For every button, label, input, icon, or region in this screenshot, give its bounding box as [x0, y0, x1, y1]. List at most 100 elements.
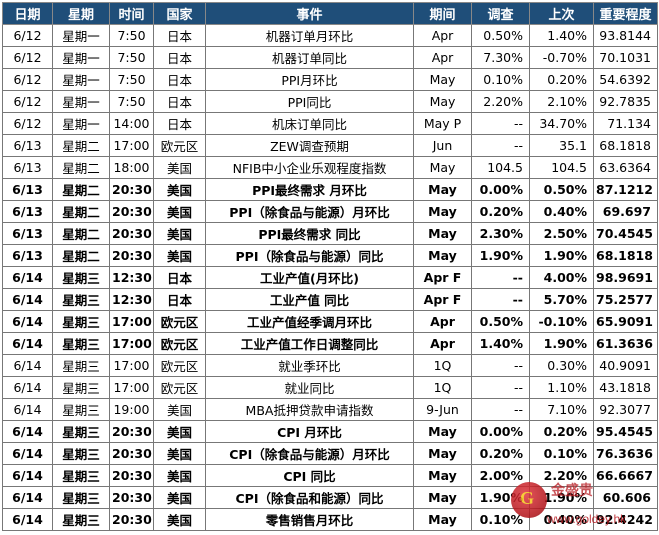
cell-date: 6/13	[2, 200, 53, 223]
cell-date: 6/14	[2, 376, 53, 399]
cell-weekday: 星期三	[52, 332, 110, 355]
cell-time: 20:30	[109, 464, 154, 487]
table-row: 6/14 星期三 12:30 日本 工业产值 同比 Apr F -- 5.70% 75.2577	[2, 288, 658, 311]
cell-period: 1Q	[413, 376, 472, 399]
header-importance: 重要程度	[593, 2, 658, 25]
cell-date: 6/14	[2, 508, 53, 531]
cell-prior: 0.10%	[529, 442, 594, 465]
cell-weekday: 星期二	[52, 222, 110, 245]
cell-survey: --	[471, 134, 530, 157]
table-row: 6/14 星期三 20:30 美国 零售销售月环比 May 0.10% 0.40% 92.424…	[2, 508, 658, 531]
cell-period: May	[413, 200, 472, 223]
cell-importance: 75.2577	[593, 288, 658, 311]
cell-period: May	[413, 178, 472, 201]
header-country: 国家	[153, 2, 206, 25]
cell-country: 美国	[153, 156, 206, 179]
cell-importance: 40.9091	[593, 354, 658, 377]
table-row: 6/12 星期一 7:50 日本 PPI月环比 May 0.10% 0.20% 54.6392	[2, 68, 658, 91]
cell-survey: 0.10%	[471, 68, 530, 91]
cell-importance: 68.1818	[593, 244, 658, 267]
cell-time: 12:30	[109, 266, 154, 289]
cell-period: May	[413, 442, 472, 465]
table-row: 6/14 星期三 20:30 美国 CPI（除食品与能源）月环比 May 0.20% 0.10…	[2, 442, 658, 465]
cell-survey: 1.90%	[471, 486, 530, 509]
cell-time: 7:50	[109, 68, 154, 91]
cell-period: May	[413, 68, 472, 91]
cell-importance: 93.8144	[593, 24, 658, 47]
cell-country: 日本	[153, 112, 206, 135]
cell-date: 6/14	[2, 442, 53, 465]
cell-event: CPI 同比	[205, 464, 414, 487]
cell-weekday: 星期二	[52, 244, 110, 267]
cell-date: 6/14	[2, 310, 53, 333]
cell-event: PPI（除食品与能源）同比	[205, 244, 414, 267]
cell-prior: 35.1	[529, 134, 594, 157]
cell-period: May	[413, 420, 472, 443]
cell-prior: 0.20%	[529, 68, 594, 91]
cell-country: 欧元区	[153, 310, 206, 333]
cell-period: May	[413, 508, 472, 531]
table-row: 6/13 星期二 17:00 欧元区 ZEW调查预期 Jun -- 35.1 68.1818	[2, 134, 658, 157]
cell-prior: -0.70%	[529, 46, 594, 69]
cell-time: 20:30	[109, 244, 154, 267]
table-row: 6/14 星期三 17:00 欧元区 工业产值工作日调整同比 Apr 1.40% 1.90% 6…	[2, 332, 658, 355]
cell-weekday: 星期一	[52, 68, 110, 91]
cell-survey: 0.50%	[471, 310, 530, 333]
cell-event: 机床订单同比	[205, 112, 414, 135]
cell-time: 7:50	[109, 46, 154, 69]
cell-period: Apr	[413, 310, 472, 333]
cell-time: 20:30	[109, 200, 154, 223]
cell-prior: 7.10%	[529, 398, 594, 421]
cell-survey: --	[471, 376, 530, 399]
cell-time: 20:30	[109, 442, 154, 465]
table-row: 6/12 星期一 7:50 日本 PPI同比 May 2.20% 2.10% 92.7835	[2, 90, 658, 113]
cell-period: May	[413, 244, 472, 267]
cell-importance: 71.134	[593, 112, 658, 135]
cell-time: 17:00	[109, 332, 154, 355]
cell-importance: 69.697	[593, 200, 658, 223]
cell-event: 机器订单同比	[205, 46, 414, 69]
cell-date: 6/14	[2, 266, 53, 289]
cell-event: 就业同比	[205, 376, 414, 399]
cell-period: Apr F	[413, 288, 472, 311]
cell-country: 美国	[153, 222, 206, 245]
cell-time: 18:00	[109, 156, 154, 179]
cell-country: 美国	[153, 398, 206, 421]
table-row: 6/14 星期三 19:00 美国 MBA抵押贷款申请指数 9-Jun -- 7.10% 92.…	[2, 398, 658, 421]
cell-importance: 76.3636	[593, 442, 658, 465]
cell-survey: 2.00%	[471, 464, 530, 487]
cell-event: 工业产值工作日调整同比	[205, 332, 414, 355]
cell-date: 6/14	[2, 420, 53, 443]
table-row: 6/12 星期一 14:00 日本 机床订单同比 May P -- 34.70% 71.134	[2, 112, 658, 135]
cell-time: 19:00	[109, 398, 154, 421]
cell-time: 20:30	[109, 508, 154, 531]
cell-country: 欧元区	[153, 376, 206, 399]
cell-importance: 87.1212	[593, 178, 658, 201]
cell-period: May	[413, 464, 472, 487]
cell-importance: 65.9091	[593, 310, 658, 333]
cell-prior: 1.40%	[529, 24, 594, 47]
cell-time: 17:00	[109, 354, 154, 377]
cell-weekday: 星期三	[52, 464, 110, 487]
cell-time: 20:30	[109, 420, 154, 443]
cell-weekday: 星期二	[52, 134, 110, 157]
cell-event: PPI最终需求 同比	[205, 222, 414, 245]
table-row: 6/12 星期一 7:50 日本 机器订单同比 Apr 7.30% -0.70% 70.1031	[2, 46, 658, 69]
header-period: 期间	[413, 2, 472, 25]
cell-importance: 98.9691	[593, 266, 658, 289]
cell-survey: 2.20%	[471, 90, 530, 113]
cell-date: 6/14	[2, 464, 53, 487]
cell-time: 20:30	[109, 486, 154, 509]
cell-weekday: 星期三	[52, 266, 110, 289]
cell-prior: 0.30%	[529, 354, 594, 377]
cell-country: 日本	[153, 68, 206, 91]
cell-time: 17:00	[109, 310, 154, 333]
cell-event: PPI月环比	[205, 68, 414, 91]
cell-survey: --	[471, 354, 530, 377]
cell-weekday: 星期一	[52, 112, 110, 135]
cell-weekday: 星期三	[52, 376, 110, 399]
cell-event: 工业产值(月环比)	[205, 266, 414, 289]
cell-weekday: 星期三	[52, 420, 110, 443]
cell-prior: 0.40%	[529, 508, 594, 531]
cell-weekday: 星期一	[52, 90, 110, 113]
